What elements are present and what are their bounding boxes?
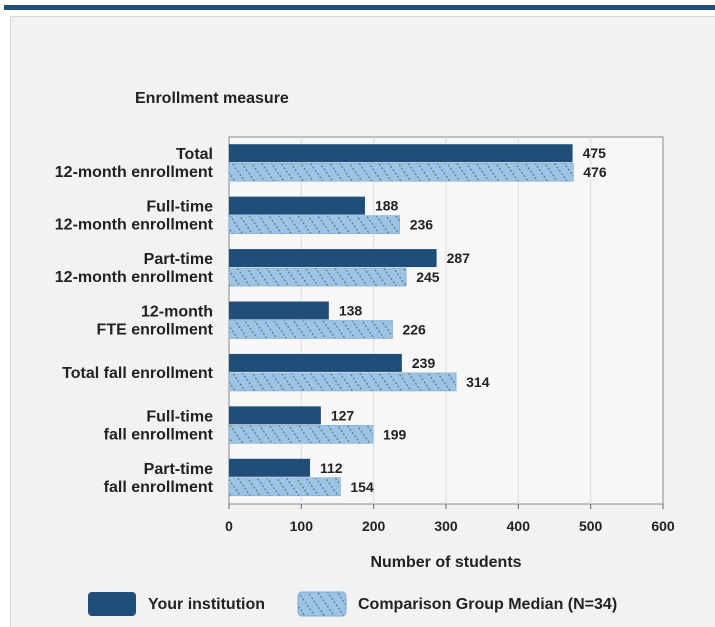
x-tick-label: 200 bbox=[362, 518, 386, 534]
data-label: 226 bbox=[402, 322, 426, 338]
data-label: 127 bbox=[331, 407, 355, 423]
data-label: 138 bbox=[339, 303, 363, 319]
bar bbox=[229, 196, 365, 215]
data-label: 199 bbox=[383, 426, 407, 442]
category-label: Full-time bbox=[146, 408, 213, 425]
legend-swatch bbox=[88, 592, 136, 616]
bar bbox=[229, 249, 437, 268]
x-tick-label: 600 bbox=[651, 518, 675, 534]
category-label: Total bbox=[176, 146, 213, 163]
category-label: Full-time bbox=[146, 199, 213, 216]
data-label: 236 bbox=[410, 217, 434, 233]
data-label: 287 bbox=[447, 250, 471, 266]
data-label: 476 bbox=[583, 164, 607, 180]
bar bbox=[228, 267, 407, 287]
top-accent-line bbox=[4, 5, 715, 10]
x-tick-label: 400 bbox=[507, 518, 531, 534]
bar bbox=[229, 406, 321, 425]
bar bbox=[228, 372, 457, 392]
category-label: Part-time bbox=[144, 461, 213, 478]
legend: Your institution Comparison Group Median … bbox=[88, 591, 617, 617]
legend-label: Comparison Group Median (N=34) bbox=[358, 596, 617, 613]
category-label: FTE enrollment bbox=[97, 322, 214, 339]
data-label: 188 bbox=[375, 198, 399, 214]
category-label: 12-month bbox=[141, 304, 213, 321]
category-label: 12-month enrollment bbox=[55, 164, 214, 181]
data-label: 314 bbox=[466, 374, 490, 390]
category-label: fall enrollment bbox=[104, 479, 214, 496]
legend-label: Your institution bbox=[148, 596, 265, 613]
category-label: 12-month enrollment bbox=[55, 269, 214, 286]
x-tick-label: 0 bbox=[225, 518, 233, 534]
bar bbox=[228, 477, 341, 497]
bar bbox=[229, 301, 329, 320]
category-label: fall enrollment bbox=[104, 426, 214, 443]
bar bbox=[228, 215, 401, 234]
category-label: Total fall enrollment bbox=[62, 365, 214, 382]
bar bbox=[228, 425, 374, 444]
top-accent-bar bbox=[0, 0, 715, 10]
bar bbox=[228, 162, 574, 182]
data-label: 475 bbox=[583, 145, 607, 161]
category-label: 12-month enrollment bbox=[55, 217, 214, 234]
x-tick-label: 300 bbox=[434, 518, 458, 534]
x-tick-labels: 0 100 200 300 400 500 600 bbox=[225, 504, 675, 534]
bar bbox=[228, 320, 393, 339]
y-axis-title: Enrollment measure bbox=[135, 90, 289, 107]
bar bbox=[229, 353, 402, 372]
data-label: 112 bbox=[320, 460, 343, 476]
bar bbox=[229, 458, 311, 477]
bar bbox=[229, 144, 573, 163]
data-label: 154 bbox=[350, 479, 374, 495]
data-label: 245 bbox=[416, 269, 440, 285]
data-label: 239 bbox=[412, 355, 436, 371]
x-axis-title: Number of students bbox=[370, 554, 521, 571]
x-tick-label: 500 bbox=[579, 518, 603, 534]
x-tick-label: 100 bbox=[290, 518, 314, 534]
bars-group: 475 476 188 236 287 245 138 226 239 314 127 199 112 1… bbox=[228, 144, 607, 497]
category-label: Part-time bbox=[144, 251, 213, 268]
legend-swatch bbox=[297, 591, 347, 617]
